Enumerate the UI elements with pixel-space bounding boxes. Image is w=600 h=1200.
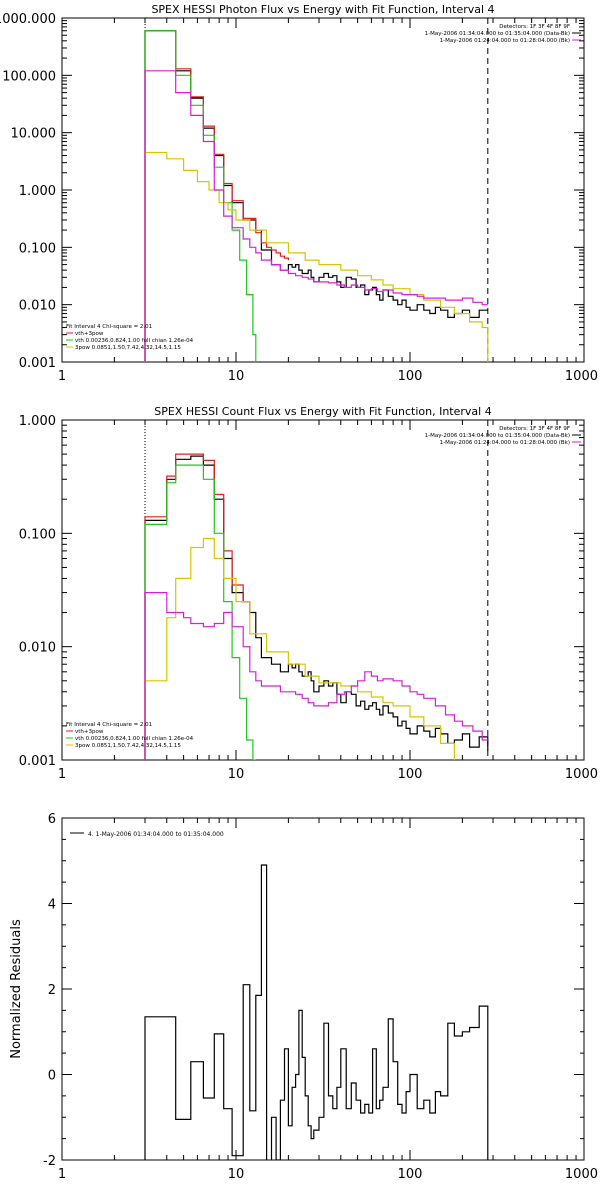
y-tick-label: 1.000 (19, 184, 56, 199)
chart-panel-1: SPEX HESSI Photon Flux vs Energy with Fi… (0, 3, 598, 384)
y-tick-label: 0.100 (19, 527, 56, 542)
legend-label: vth 0.00236,0.824,1.00 full chian 1.26e-… (75, 736, 194, 742)
legend-label: 4. 1-May-2006 01:34:04.000 to 01:35:04.0… (88, 831, 224, 838)
chart-panel-3: 1 10 100 1000 -2 0 2 4 6 Normalized Residuals 4. 1… (9, 812, 598, 1182)
legend-label: 3pow 0.0851,1.50,7.42,4.32,14.5,1.15 (75, 743, 181, 749)
y-tick-label: 0.001 (19, 754, 56, 769)
x-tick-label: 1 (58, 1167, 66, 1182)
series-line-5 (144, 592, 488, 760)
series-line-4 (144, 151, 489, 362)
legend-label: 1-May-2006 01:24:04.000 to 01:28:04.000 … (440, 440, 570, 446)
series-line-3 (144, 464, 256, 760)
series-group (144, 864, 489, 1160)
series-line-1 (144, 30, 488, 362)
legend-label: vth+3pow (75, 331, 104, 337)
y-tick-label: 6 (48, 812, 56, 827)
legend-label: Detectors: 1F 3F 4F 8F 9F (499, 426, 570, 432)
legend-label: Fit Interval 4 Chi-square = 2.01 (66, 722, 152, 728)
x-tick-label: 1 (58, 369, 66, 384)
x-tick-label: 1000 (565, 1167, 598, 1182)
y-tick-label: 100.000 (2, 69, 56, 84)
x-tick-label: 10 (228, 1167, 245, 1182)
legend-label: 1-May-2006 01:34:04.000 to 01:35:04.000 … (425, 31, 570, 37)
x-tick-label: 1000 (565, 767, 598, 782)
series-line-4 (144, 537, 455, 760)
chart-panel-2: SPEX HESSI Count Flux vs Energy with Fit… (19, 405, 598, 782)
y-tick-label: 10.000 (11, 127, 57, 142)
series-line-1 (144, 455, 489, 760)
y-tick-label: 1.000 (19, 414, 56, 429)
series-line-2 (144, 453, 251, 760)
y-tick-label: 0.100 (19, 241, 56, 256)
y-tick-label: 0.010 (19, 641, 56, 656)
chart-title: SPEX HESSI Count Flux vs Energy with Fit… (154, 405, 491, 418)
legend-label: vth 0.00236,0.824,1.00 full chian 1.26e-… (75, 338, 194, 344)
y-tick-label: 0.001 (19, 356, 56, 371)
chart-title: SPEX HESSI Photon Flux vs Energy with Fi… (151, 3, 494, 16)
x-tick-label: 100 (398, 767, 423, 782)
legend-label: vth+3pow (75, 729, 104, 735)
x-tick-label: 100 (398, 369, 423, 384)
y-tick-label: -2 (43, 1154, 56, 1169)
series-line-5 (144, 70, 488, 362)
series-line-1 (144, 864, 489, 1160)
series-line-3 (144, 30, 257, 362)
series-group (144, 453, 489, 760)
legend-label: 1-May-2006 01:34:04.000 to 01:35:04.000 … (425, 433, 570, 439)
series-line-2 (144, 30, 289, 362)
plot-frame (61, 419, 585, 761)
y-tick-label: 1000.000 (0, 12, 56, 27)
y-tick-label: 0.010 (19, 299, 56, 314)
legend-label: Fit Interval 4 Chi-square = 2.01 (66, 324, 152, 330)
legend-label: 3pow 0.0851,1.50,7.42,4.32,14.5,1.15 (75, 345, 181, 351)
y-tick-label: 4 (48, 898, 56, 913)
x-tick-label: 1000 (565, 369, 598, 384)
x-tick-label: 10 (228, 767, 245, 782)
legend-label: Detectors: 1F 3F 4F 8F 9F (499, 24, 570, 30)
y-axis-label: Normalized Residuals (9, 919, 24, 1059)
y-tick-label: 0 (48, 1069, 56, 1084)
plot-frame (61, 817, 585, 1161)
x-tick-label: 1 (58, 767, 66, 782)
series-group (144, 30, 489, 362)
legend-label: 1-May-2006 01:24:04.000 to 01:28:04.000 … (440, 38, 570, 44)
plot-frame (61, 17, 585, 363)
x-tick-label: 10 (228, 369, 245, 384)
y-tick-label: 2 (48, 983, 56, 998)
x-tick-label: 100 (398, 1167, 423, 1182)
